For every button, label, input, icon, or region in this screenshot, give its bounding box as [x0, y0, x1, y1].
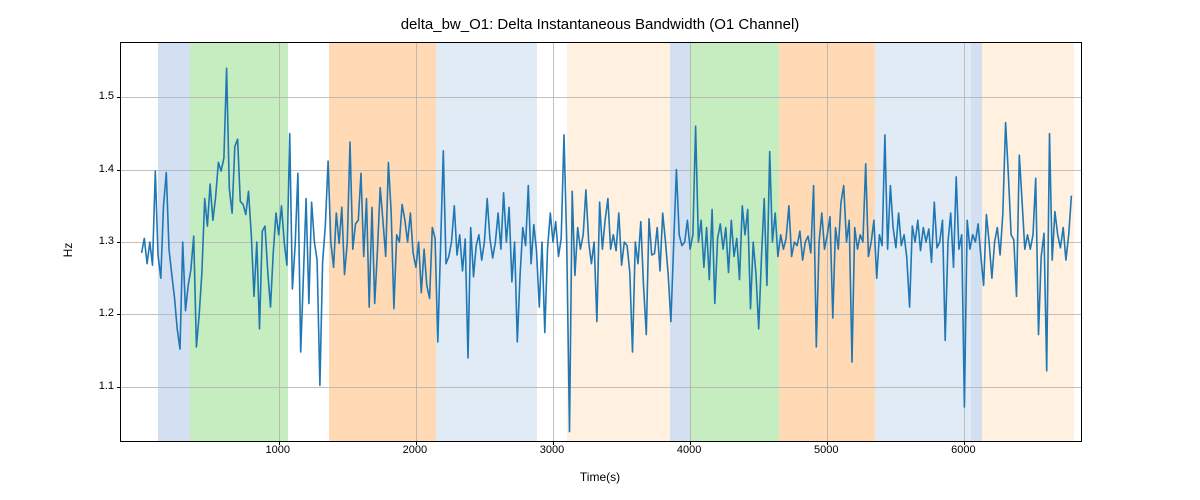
ytick-label: 1.5 — [99, 90, 114, 102]
xtick-label: 1000 — [265, 444, 289, 456]
y-axis-label: Hz — [61, 243, 75, 258]
chart-title: delta_bw_O1: Delta Instantaneous Bandwid… — [0, 16, 1200, 33]
plot-area — [120, 42, 1082, 442]
xtick-label: 4000 — [677, 444, 701, 456]
figure-container: delta_bw_O1: Delta Instantaneous Bandwid… — [0, 0, 1200, 500]
xtick-label: 3000 — [540, 444, 564, 456]
ytick-label: 1.1 — [99, 380, 114, 392]
line-series — [121, 43, 1081, 441]
ytick-label: 1.4 — [99, 163, 114, 175]
xtick-label: 2000 — [403, 444, 427, 456]
delta-bw-line — [142, 68, 1072, 431]
x-axis-label: Time(s) — [0, 470, 1200, 484]
ytick-label: 1.3 — [99, 235, 114, 247]
xtick-label: 5000 — [814, 444, 838, 456]
xtick-label: 6000 — [951, 444, 975, 456]
ytick-label: 1.2 — [99, 307, 114, 319]
